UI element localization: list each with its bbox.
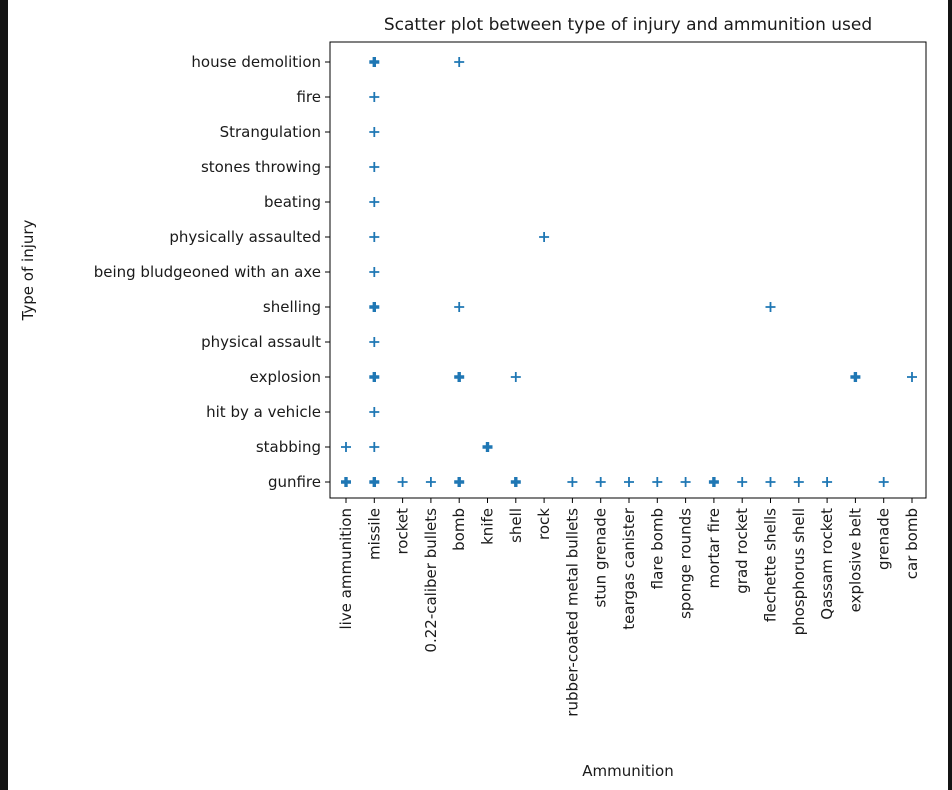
data-point — [425, 477, 436, 487]
x-tick-label-knife: knife — [479, 508, 497, 545]
y-tick-label-explosion: explosion — [250, 368, 321, 386]
y-tick-label-physically-assaulted: physically assaulted — [169, 228, 321, 246]
chart-title: Scatter plot between type of injury and … — [384, 15, 872, 35]
data-point — [680, 477, 691, 487]
x-tick-label-phosphorus-shell: phosphorus shell — [790, 508, 808, 635]
x-tick-label-rocket: rocket — [394, 508, 412, 555]
x-tick-label-qassam-rocket: Qassam rocket — [818, 508, 836, 620]
data-point — [369, 442, 380, 452]
x-tick-label-shell: shell — [507, 508, 525, 543]
x-tick-label-bomb: bomb — [450, 508, 468, 551]
data-point — [369, 232, 380, 242]
data-point — [822, 477, 833, 487]
data-point — [369, 57, 380, 67]
x-tick-label-car-bomb: car bomb — [903, 508, 921, 579]
data-point — [369, 407, 380, 417]
data-point — [454, 302, 465, 312]
data-point — [397, 477, 408, 487]
y-axis-label: Type of injury — [19, 219, 37, 321]
y-tick-label-shelling: shelling — [263, 298, 321, 316]
data-point — [567, 477, 578, 487]
y-axis: gunfire stabbing hit by a vehicle explosion… — [94, 53, 330, 491]
x-axis: live ammunition missile rocket 0.22-caliber… — [337, 498, 921, 717]
data-point — [510, 477, 521, 487]
x-tick-label-0-22-caliber-bullets: 0.22-caliber bullets — [422, 508, 440, 653]
data-point — [850, 372, 861, 382]
y-tick-label-house-demolition: house demolition — [191, 53, 321, 71]
data-point — [341, 442, 351, 452]
x-tick-label-rock: rock — [535, 508, 553, 540]
x-tick-label-missile: missile — [365, 508, 383, 560]
y-tick-label-physical-assault: physical assault — [201, 333, 321, 351]
y-tick-label-hit-by-a-vehicle: hit by a vehicle — [206, 403, 321, 421]
data-point — [765, 302, 776, 312]
x-tick-label-explosive-belt: explosive belt — [846, 508, 864, 612]
x-tick-label-live-ammunition: live ammunition — [337, 508, 355, 630]
data-point — [907, 372, 917, 382]
data-point — [369, 372, 380, 382]
y-tick-label-gunfire: gunfire — [268, 473, 321, 491]
data-point — [454, 57, 465, 67]
data-point — [737, 477, 748, 487]
x-tick-label-grenade: grenade — [875, 508, 893, 570]
x-axis-label: Ammunition — [582, 762, 673, 780]
data-point — [369, 337, 380, 347]
y-tick-label-stones-throwing: stones throwing — [201, 158, 321, 176]
x-tick-label-teargas-canister: teargas canister — [620, 507, 638, 630]
x-tick-label-flare-bomb: flare bomb — [648, 508, 666, 589]
plot-area — [329, 41, 927, 499]
x-tick-label-flechette-shells: flechette shells — [762, 508, 780, 622]
data-point — [624, 477, 634, 487]
data-point — [369, 127, 380, 137]
x-tick-label-mortar-fire: mortar fire — [705, 508, 723, 588]
data-points — [341, 57, 917, 487]
scatter-chart: Scatter plot between type of injury and … — [19, 15, 927, 780]
data-point — [454, 372, 465, 382]
x-tick-label-stun-grenade: stun grenade — [592, 508, 610, 608]
data-point — [793, 477, 804, 487]
data-point — [369, 267, 380, 277]
y-tick-label-beating: beating — [264, 193, 321, 211]
data-point — [510, 372, 521, 382]
y-tick-label-strangulation: Strangulation — [220, 123, 321, 141]
data-point — [652, 477, 663, 487]
data-point — [708, 477, 719, 487]
data-point — [454, 477, 465, 487]
data-point — [369, 92, 380, 102]
x-tick-label-grad-rocket: grad rocket — [733, 508, 751, 594]
data-point — [482, 442, 493, 452]
y-tick-label-fire: fire — [296, 88, 321, 106]
data-point — [539, 232, 550, 242]
data-point — [765, 477, 776, 487]
y-tick-label-being-bludgeoned-with-an-axe: being bludgeoned with an axe — [94, 263, 321, 281]
data-point — [369, 302, 380, 312]
x-tick-label-sponge-rounds: sponge rounds — [677, 508, 695, 619]
data-point — [369, 197, 380, 207]
x-tick-label-rubber-coated-metal-bullets: rubber-coated metal bullets — [563, 508, 581, 717]
figure-canvas: Scatter plot between type of injury and … — [8, 0, 948, 790]
y-tick-label-stabbing: stabbing — [256, 438, 321, 456]
data-point — [341, 477, 351, 487]
data-point — [595, 477, 606, 487]
data-point — [878, 477, 889, 487]
data-point — [369, 477, 380, 487]
data-point — [369, 162, 380, 172]
